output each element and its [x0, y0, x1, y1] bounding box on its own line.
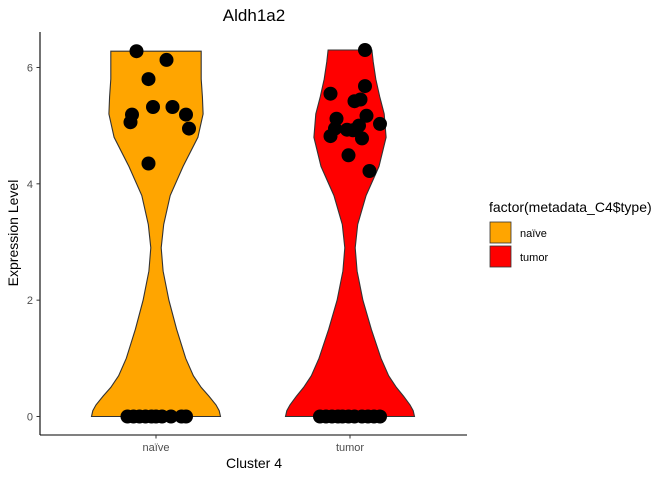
- y-axis-title: Expression Level: [5, 180, 21, 287]
- data-point: [164, 409, 178, 424]
- x-axis-ticks: naïve tumor: [143, 435, 364, 454]
- violins: [90, 49, 416, 418]
- data-point: [182, 121, 196, 136]
- violin-naive: [90, 50, 222, 418]
- legend-items: naïve tumor: [489, 221, 548, 268]
- data-point: [141, 156, 156, 171]
- legend-title: factor(metadata_C4$type): [489, 199, 652, 215]
- legend: factor(metadata_C4$type) naïve tumor: [489, 199, 652, 268]
- data-point: [373, 409, 387, 424]
- x-tick-label: naïve: [143, 442, 170, 454]
- x-axis-title: Cluster 4: [226, 455, 282, 471]
- data-point: [129, 44, 144, 59]
- x-tick-label: tumor: [336, 442, 364, 454]
- data-point: [346, 123, 360, 138]
- data-point: [323, 129, 338, 144]
- data-point: [123, 115, 138, 130]
- data-point: [159, 52, 174, 67]
- legend-label-naive: naïve: [520, 228, 547, 240]
- legend-swatch-tumor: [489, 245, 512, 268]
- plot-panel: 0 2 4 6 naïve tumor: [27, 32, 467, 454]
- data-point: [141, 72, 156, 87]
- data-point: [179, 409, 193, 424]
- data-point: [165, 100, 180, 114]
- y-tick-label: 6: [27, 62, 33, 74]
- data-point: [179, 107, 193, 122]
- y-tick-label: 4: [27, 179, 33, 191]
- data-point: [358, 43, 372, 57]
- y-tick-label: 2: [27, 295, 33, 307]
- data-point: [341, 148, 356, 163]
- data-point: [146, 100, 160, 114]
- data-point: [359, 108, 374, 123]
- y-axis-ticks: 0 2 4 6: [27, 62, 40, 424]
- data-point: [358, 79, 372, 94]
- legend-swatch-naive: [489, 221, 512, 244]
- data-point: [362, 164, 377, 178]
- violin-tumor: [284, 49, 416, 418]
- data-point: [353, 92, 368, 107]
- data-point: [373, 116, 387, 131]
- data-point: [323, 86, 338, 101]
- legend-label-tumor: tumor: [520, 252, 548, 264]
- chart-title: Aldh1a2: [223, 6, 285, 25]
- y-tick-label: 0: [27, 412, 33, 424]
- data-points: [120, 43, 387, 424]
- data-point: [355, 131, 369, 146]
